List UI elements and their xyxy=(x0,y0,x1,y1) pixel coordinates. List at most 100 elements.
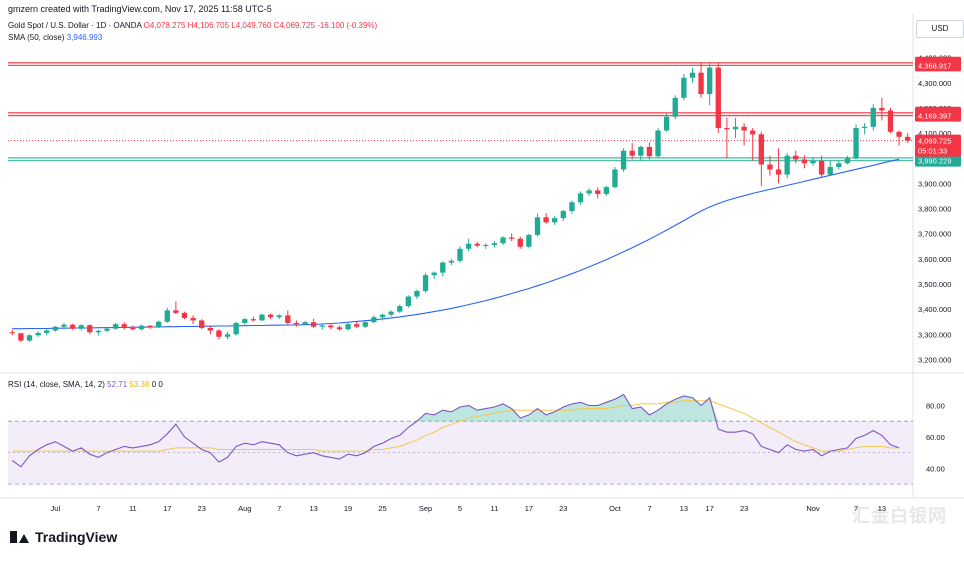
time-tick-label: 11 xyxy=(129,504,137,513)
tradingview-logo: TradingView xyxy=(10,529,117,545)
sma-line xyxy=(12,158,900,330)
candle-body xyxy=(362,322,368,327)
level-tag-text: 3,990.229 xyxy=(918,157,951,166)
candle-body xyxy=(233,322,239,335)
candle-body xyxy=(379,314,386,318)
sma-label: SMA (50, close) xyxy=(8,33,65,42)
candle-body xyxy=(207,327,213,331)
candle-body xyxy=(569,202,575,212)
symbol-name: Gold Spot / U.S. Dollar · 1D · OANDA xyxy=(8,21,142,30)
candle-body xyxy=(715,67,721,129)
candle-body xyxy=(457,248,463,261)
time-tick-label: 5 xyxy=(458,504,462,513)
high-value: H4,106.705 xyxy=(187,21,230,30)
time-tick-label: 23 xyxy=(740,504,748,513)
candle-body xyxy=(267,314,274,318)
candle-body xyxy=(861,126,868,129)
rsi-value: 52.71 xyxy=(107,380,128,389)
price-tick-label: 3,300.000 xyxy=(918,330,951,339)
sma-legend: SMA (50, close) 3,946.993 xyxy=(8,33,102,42)
time-tick-label: Aug xyxy=(238,504,251,513)
candle-body xyxy=(181,312,188,318)
rsi-tick-label: 80.00 xyxy=(926,401,945,410)
rsi-extra-values: 0 0 xyxy=(151,380,163,389)
rsi-label: RSI (14, close, SMA, 14, 2) xyxy=(8,380,105,389)
level-tag-bg xyxy=(915,59,961,72)
price-tick-label: 3,700.000 xyxy=(918,230,951,239)
candle-body xyxy=(285,315,291,323)
candle-body xyxy=(646,146,653,157)
candle-body xyxy=(147,325,153,328)
candle-body xyxy=(732,126,739,130)
currency-selector[interactable]: USD xyxy=(916,20,964,38)
candle-body xyxy=(216,330,222,337)
time-tick-label: Jul xyxy=(51,504,61,513)
level-tag-text: 4,169.397 xyxy=(918,112,951,121)
candle-body xyxy=(9,332,15,334)
time-tick-label: 7 xyxy=(96,504,100,513)
time-tick-label: 23 xyxy=(198,504,206,513)
candle-body xyxy=(853,128,859,159)
level-zone xyxy=(8,62,913,66)
candle-body xyxy=(707,67,713,95)
candle-body xyxy=(603,187,610,194)
rsi-sma-line xyxy=(12,400,900,452)
candle-body xyxy=(836,163,842,168)
price-tick-label: 4,100.000 xyxy=(918,129,951,138)
candle-body xyxy=(508,237,515,239)
sma-value: 3,946.993 xyxy=(66,33,103,42)
time-tick-label: 17 xyxy=(163,504,171,513)
candle-body xyxy=(345,324,351,330)
time-tick-label: Nov xyxy=(806,504,820,513)
candle-body xyxy=(750,130,756,135)
candle-body xyxy=(310,322,317,327)
time-tick-label: 23 xyxy=(559,504,567,513)
rsi-overbought-fill xyxy=(12,394,900,422)
time-tick-label: 7 xyxy=(277,504,281,513)
time-tick-label: 13 xyxy=(309,504,317,513)
time-tick-label: 7 xyxy=(854,504,858,513)
watermark: 汇金白银网 xyxy=(852,506,947,526)
candle-body xyxy=(689,72,696,78)
candle-body xyxy=(681,77,687,98)
candle-body xyxy=(422,275,429,292)
candle-body xyxy=(698,72,704,95)
candle-body xyxy=(638,146,644,156)
level-tag-bg xyxy=(915,154,961,167)
candle-body xyxy=(78,325,84,329)
ohlc-legend: Gold Spot / U.S. Dollar · 1D · OANDA O4,… xyxy=(8,21,377,30)
level-tag: 4,169.397 xyxy=(915,109,961,122)
candle-body xyxy=(905,136,911,141)
last-price-tag-bg xyxy=(915,134,961,157)
price-tick-label: 3,900.000 xyxy=(918,179,951,188)
rsi-tick-label: 60.00 xyxy=(926,433,945,442)
time-tick-label: 11 xyxy=(491,504,499,513)
rsi-line xyxy=(11,393,900,468)
candle-body xyxy=(879,107,885,111)
candle-body xyxy=(336,327,343,330)
candle-body xyxy=(405,296,412,307)
candle-body xyxy=(801,159,808,164)
candle-body xyxy=(319,325,325,327)
candle-body xyxy=(491,243,498,245)
time-tick-label: Sep xyxy=(419,504,432,513)
candle-body xyxy=(397,306,403,312)
candle-body xyxy=(844,158,851,164)
candle-body xyxy=(517,238,523,247)
candle-body xyxy=(259,314,265,321)
candle-body xyxy=(784,155,790,175)
candle-body xyxy=(526,234,532,247)
time-tick-label: 13 xyxy=(878,504,886,513)
close-value: C4,069.725 xyxy=(273,21,315,30)
candle-body xyxy=(388,311,394,315)
countdown-text: 05:01:33 xyxy=(918,147,947,156)
candle-body xyxy=(663,116,670,131)
candle-body xyxy=(138,325,145,330)
candle-body xyxy=(595,190,601,194)
candle-body xyxy=(52,326,59,331)
time-tick-label: 7 xyxy=(647,504,651,513)
candle-body xyxy=(302,322,308,325)
low-value: L4,049.760 xyxy=(231,21,272,30)
level-zone xyxy=(8,157,913,161)
price-tick-label: 3,400.000 xyxy=(918,305,951,314)
